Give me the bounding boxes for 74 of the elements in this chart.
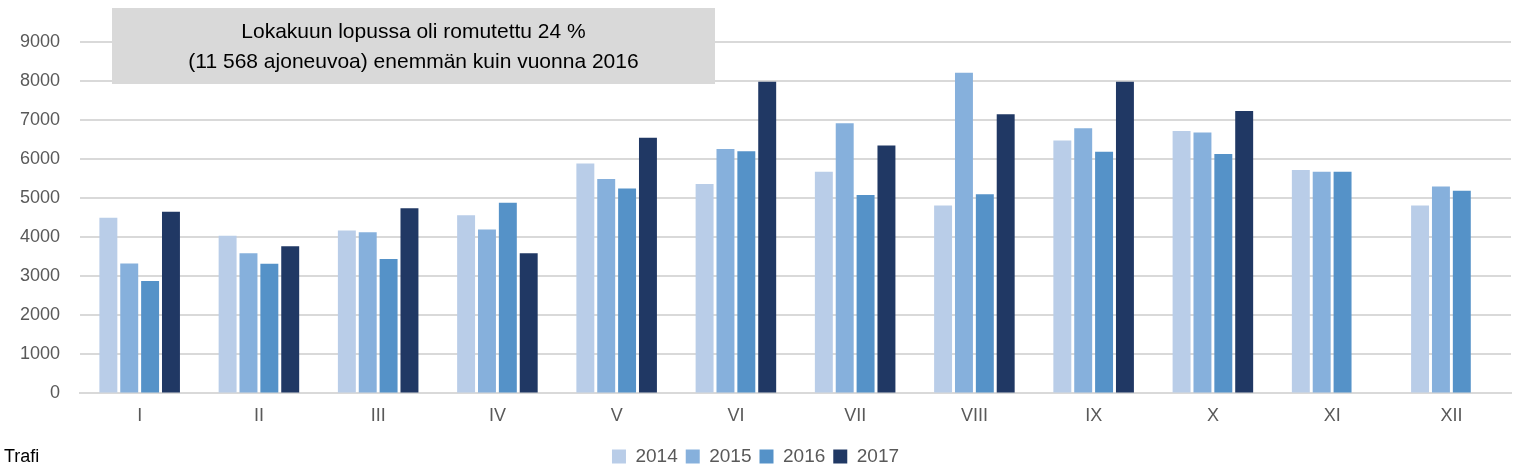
- bar: [1095, 151, 1114, 393]
- legend-label: 2016: [783, 444, 826, 466]
- bar: [1053, 140, 1072, 393]
- x-tick-label: VI: [727, 405, 745, 426]
- y-tick-label: 8000: [20, 70, 61, 91]
- bar: [400, 208, 419, 393]
- y-tick-label: 9000: [20, 30, 61, 51]
- bar: [162, 211, 180, 393]
- bar: [1074, 128, 1093, 393]
- bar: [618, 188, 637, 393]
- y-tick-label: 1000: [20, 343, 61, 364]
- bar: [975, 194, 994, 393]
- x-tick-label: III: [370, 405, 386, 426]
- bar: [1452, 190, 1471, 393]
- bar: [1411, 205, 1430, 393]
- bar: [337, 230, 356, 393]
- bar: [1214, 154, 1233, 393]
- y-tick-label: 6000: [20, 148, 61, 169]
- x-tick-label: VIII: [960, 405, 988, 426]
- y-tick-label: 7000: [20, 109, 61, 130]
- bar: [519, 253, 538, 393]
- bar: [120, 263, 139, 393]
- y-tick-label: 3000: [20, 265, 61, 286]
- bar: [358, 232, 377, 393]
- bar: [1235, 111, 1254, 393]
- y-tick-label: 5000: [20, 187, 61, 208]
- bar: [737, 151, 756, 393]
- x-tick-label: XI: [1323, 405, 1341, 426]
- bar: [597, 179, 616, 393]
- legend-label: 2017: [856, 444, 900, 466]
- text: Trafi: [4, 446, 40, 467]
- x-tick-label: II: [253, 405, 264, 426]
- bar: [99, 217, 118, 393]
- x-tick-label: I: [137, 405, 143, 426]
- x-tick-label: X: [1206, 405, 1219, 426]
- bar: [638, 137, 657, 393]
- bar: [457, 215, 476, 393]
- bar: [695, 184, 714, 393]
- bar: [1172, 131, 1191, 393]
- x-tick-label: V: [610, 405, 623, 426]
- bar: [260, 263, 279, 393]
- legend-label: 2015: [709, 444, 752, 466]
- bar: [954, 72, 973, 393]
- bar: [877, 145, 896, 393]
- x-tick-label: IX: [1085, 405, 1103, 426]
- bar: [934, 205, 953, 393]
- bar: [716, 148, 735, 393]
- bar: [1431, 186, 1450, 393]
- x-tick-label: IV: [488, 405, 506, 426]
- bar: [1193, 132, 1212, 393]
- callout-box: Lokakuun lopussa oli romutettu 24 % (11 568 ajoneuvoa) enemmän kuin vuonna 2016: [112, 8, 715, 84]
- bar: [1291, 170, 1310, 393]
- bar: [498, 202, 517, 393]
- bar: [758, 81, 777, 393]
- y-tick-label: 0: [50, 382, 61, 403]
- bar: [1115, 81, 1134, 393]
- bar: [1312, 171, 1331, 393]
- legend-label: 2014: [635, 444, 679, 466]
- y-tick-label: 2000: [20, 304, 61, 325]
- bar: [239, 253, 258, 393]
- bar: [576, 163, 595, 393]
- bar: [478, 229, 496, 393]
- bar: [996, 114, 1015, 393]
- bar: [281, 246, 300, 393]
- bar: [1333, 171, 1352, 393]
- x-tick-label: VII: [844, 405, 867, 426]
- bar: [379, 259, 398, 393]
- bar: [814, 171, 833, 393]
- bar: [141, 280, 160, 393]
- bar: [218, 235, 237, 393]
- bar: [856, 195, 875, 393]
- y-tick-label: 4000: [20, 226, 61, 247]
- x-tick-label: XII: [1440, 405, 1463, 426]
- bar: [835, 123, 854, 393]
